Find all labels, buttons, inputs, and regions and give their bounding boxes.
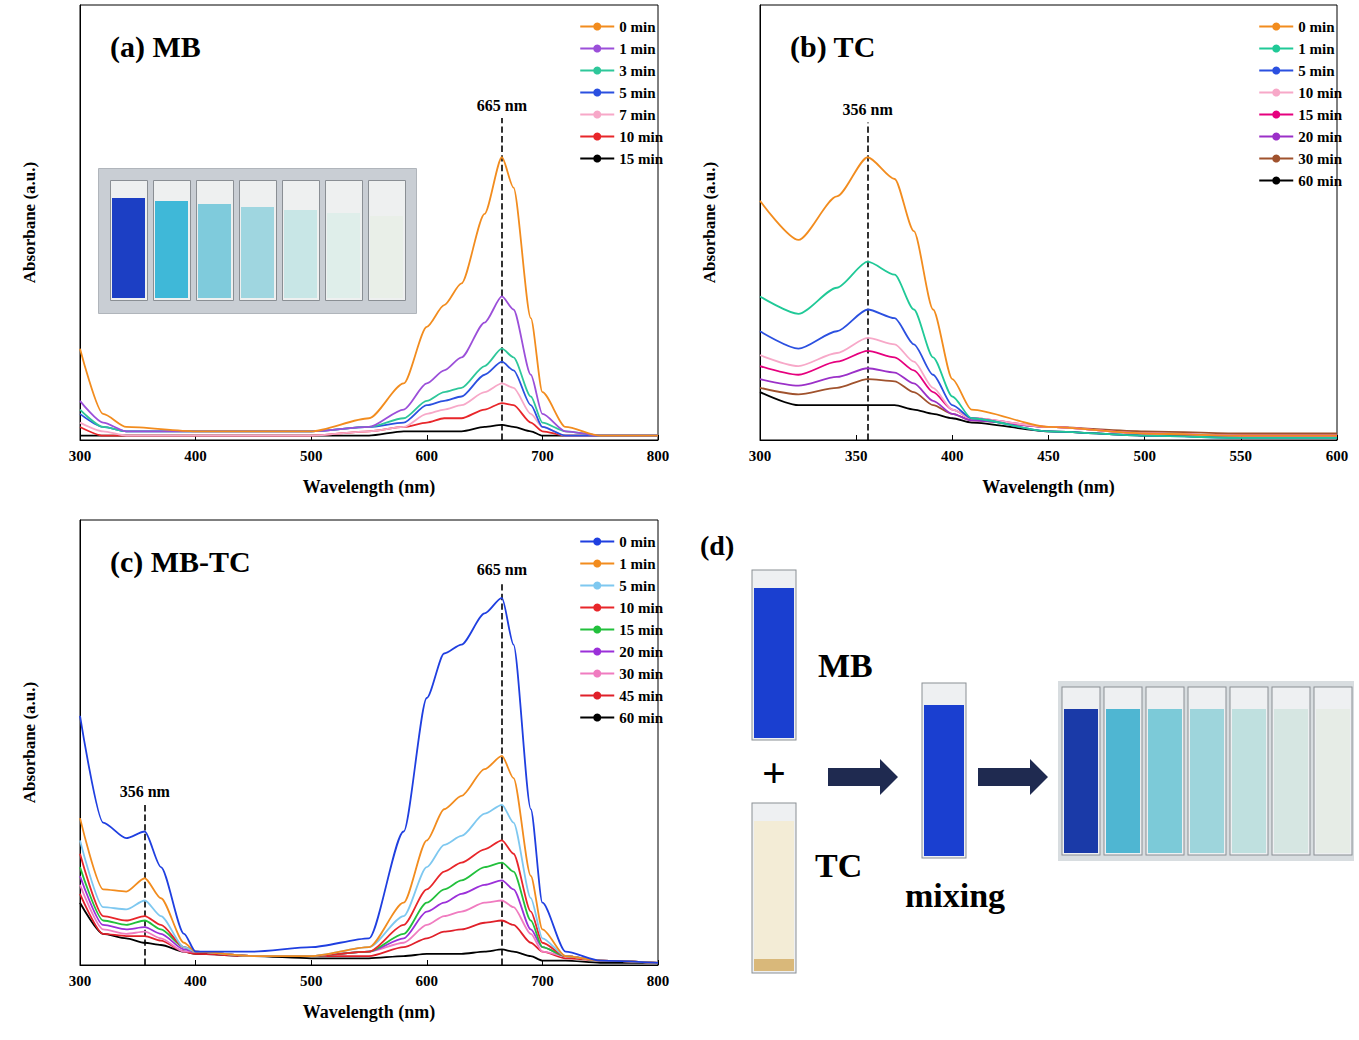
svg-text:+: + [762, 750, 786, 796]
svg-text:600: 600 [1326, 448, 1349, 464]
svg-text:Wavelength (nm): Wavelength (nm) [303, 477, 436, 498]
svg-text:550: 550 [1230, 448, 1253, 464]
svg-text:450: 450 [1037, 448, 1060, 464]
svg-text:15 min: 15 min [619, 151, 663, 167]
svg-text:350: 350 [845, 448, 868, 464]
svg-text:0 min: 0 min [1298, 19, 1335, 35]
svg-text:(a) MB: (a) MB [110, 30, 201, 64]
svg-text:1 min: 1 min [619, 556, 656, 572]
svg-text:400: 400 [184, 973, 207, 989]
svg-text:(d): (d) [700, 530, 734, 561]
svg-text:60 min: 60 min [1298, 173, 1342, 189]
svg-text:15 min: 15 min [619, 622, 663, 638]
svg-text:700: 700 [531, 448, 554, 464]
svg-text:665 nm: 665 nm [477, 561, 528, 578]
svg-text:10 min: 10 min [1298, 85, 1342, 101]
svg-text:800: 800 [647, 448, 670, 464]
svg-text:(c) MB-TC: (c) MB-TC [110, 545, 251, 579]
svg-text:800: 800 [647, 973, 670, 989]
svg-text:300: 300 [749, 448, 772, 464]
svg-text:mixing: mixing [905, 877, 1005, 914]
svg-text:500: 500 [300, 973, 323, 989]
svg-text:10 min: 10 min [619, 129, 663, 145]
svg-text:Absorbane (a.u.): Absorbane (a.u.) [20, 682, 39, 803]
svg-text:MB: MB [818, 647, 873, 684]
svg-text:20 min: 20 min [1298, 129, 1342, 145]
svg-text:7 min: 7 min [619, 107, 656, 123]
svg-text:20 min: 20 min [619, 644, 663, 660]
svg-text:5 min: 5 min [1298, 63, 1335, 79]
svg-text:5 min: 5 min [619, 85, 656, 101]
svg-text:600: 600 [416, 973, 439, 989]
svg-text:0 min: 0 min [619, 19, 656, 35]
svg-text:10 min: 10 min [619, 600, 663, 616]
svg-text:TC: TC [815, 847, 862, 884]
svg-text:60 min: 60 min [619, 710, 663, 726]
svg-text:1 min: 1 min [619, 41, 656, 57]
svg-text:15 min: 15 min [1298, 107, 1342, 123]
svg-text:400: 400 [941, 448, 964, 464]
svg-text:1 min: 1 min [1298, 41, 1335, 57]
svg-text:356 nm: 356 nm [120, 783, 171, 800]
svg-text:30 min: 30 min [619, 666, 663, 682]
svg-text:300: 300 [69, 973, 92, 989]
svg-text:5 min: 5 min [619, 578, 656, 594]
svg-text:30 min: 30 min [1298, 151, 1342, 167]
svg-text:700: 700 [531, 973, 554, 989]
svg-text:600: 600 [416, 448, 439, 464]
svg-text:Wavelength (nm): Wavelength (nm) [303, 1002, 436, 1023]
svg-text:356 nm: 356 nm [843, 101, 894, 118]
svg-text:0 min: 0 min [619, 534, 656, 550]
svg-text:Absorbane (a.u.): Absorbane (a.u.) [700, 162, 719, 283]
svg-text:45 min: 45 min [619, 688, 663, 704]
svg-text:(b) TC: (b) TC [790, 30, 875, 64]
svg-text:500: 500 [1133, 448, 1156, 464]
svg-text:Wavelength (nm): Wavelength (nm) [982, 477, 1115, 498]
svg-text:665 nm: 665 nm [477, 97, 528, 114]
svg-text:300: 300 [69, 448, 92, 464]
svg-text:400: 400 [184, 448, 207, 464]
svg-text:500: 500 [300, 448, 323, 464]
svg-text:Absorbane (a.u.): Absorbane (a.u.) [20, 162, 39, 283]
svg-text:3 min: 3 min [619, 63, 656, 79]
